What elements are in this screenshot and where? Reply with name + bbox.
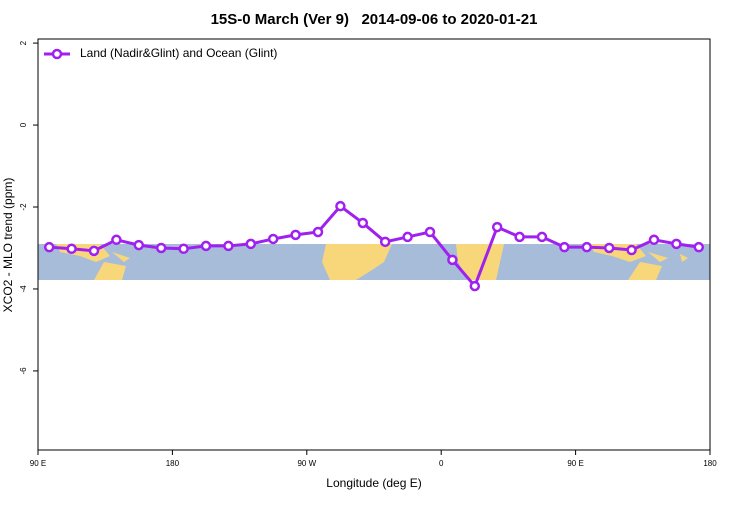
y-tick-label: -2 <box>19 203 28 211</box>
x-axis-label: Longitude (deg E) <box>326 476 421 490</box>
point <box>626 244 637 256</box>
point <box>693 241 705 253</box>
point <box>223 240 234 252</box>
point <box>402 231 413 243</box>
point <box>671 238 682 250</box>
point <box>43 241 55 253</box>
point <box>603 242 615 254</box>
point <box>200 240 212 252</box>
point <box>491 221 503 233</box>
point <box>536 231 548 243</box>
y-tick-label: -4 <box>19 285 28 293</box>
chart-title: 15S-0 March (Ver 9) 2014-09-06 to 2020-0… <box>211 11 538 28</box>
point <box>155 242 167 254</box>
legend-marker <box>51 48 63 60</box>
x-tick-label: 180 <box>166 459 180 468</box>
point <box>469 280 481 292</box>
point <box>111 234 122 246</box>
point <box>379 236 391 248</box>
point <box>290 229 301 241</box>
point <box>447 254 458 266</box>
point <box>559 241 570 253</box>
point <box>66 243 77 255</box>
point <box>581 241 593 253</box>
x-tick-label: 90 E <box>567 459 583 468</box>
point <box>648 234 660 246</box>
y-axis-label: XCO2 - MLO trend (ppm) <box>1 178 15 313</box>
point <box>178 243 189 255</box>
x-tick-label: 90 W <box>297 459 316 468</box>
x-tick-label: 180 <box>703 459 717 468</box>
y-tick-label: 2 <box>19 40 28 45</box>
plot-frame <box>37 38 711 451</box>
point <box>514 231 525 243</box>
legend-label: Land (Nadir&Glint) and Ocean (Glint) <box>80 46 277 60</box>
y-tick-label: 0 <box>19 122 28 127</box>
map-background <box>38 244 710 280</box>
point <box>424 226 436 238</box>
y-tick-label: -6 <box>19 367 28 375</box>
point <box>245 238 257 250</box>
point <box>88 245 100 257</box>
point <box>357 217 369 229</box>
x-tick-label: 0 <box>439 459 444 468</box>
point <box>312 226 324 238</box>
point <box>133 239 145 251</box>
point <box>267 233 279 245</box>
x-tick-label: 90 E <box>30 459 46 468</box>
point <box>335 200 346 212</box>
